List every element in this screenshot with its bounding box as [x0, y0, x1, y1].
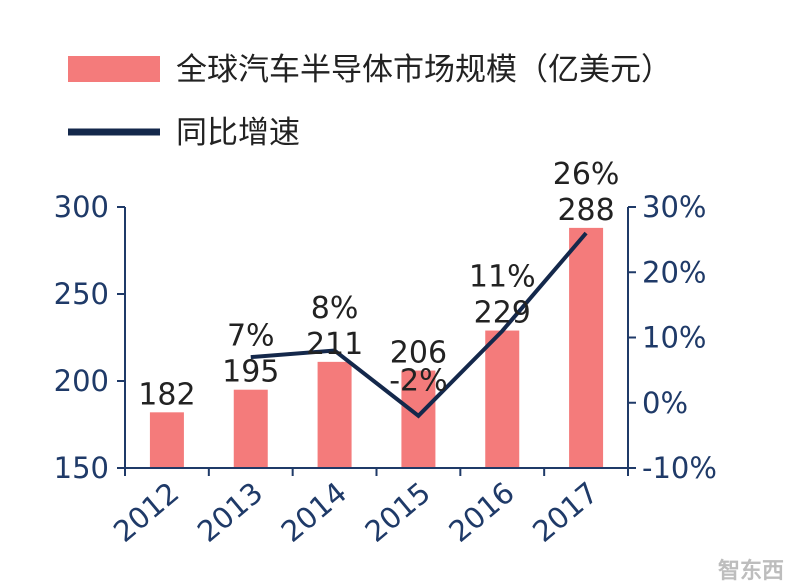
left-axis-ticks: 150 200 250 300	[54, 190, 125, 485]
x-tick-label-2015: 2015	[359, 475, 437, 548]
bar-value-label-2015: 206	[390, 336, 447, 371]
growth-label-2017: 26%	[553, 157, 620, 192]
bar-series	[149, 227, 604, 468]
bar-value-label-2016: 229	[474, 296, 531, 331]
bar-2016	[485, 330, 520, 468]
data-labels: 182 195 211 206 229 288 7% 8% -2% 11% 26%	[138, 157, 619, 412]
right-tick-label: 0%	[642, 386, 688, 420]
right-tick-label: 30%	[642, 190, 706, 224]
growth-line	[250, 231, 588, 419]
left-tick-label: 250	[54, 277, 109, 311]
bar-2013	[233, 389, 268, 468]
growth-label-2014: 8%	[311, 291, 359, 326]
legend: 全球汽车半导体市场规模（亿美元） 同比增速	[68, 52, 672, 151]
bar-value-label-2012: 182	[138, 377, 195, 412]
x-tick-label-2016: 2016	[442, 475, 520, 548]
x-tick-label-2014: 2014	[275, 475, 353, 548]
bar-value-label-2013: 195	[222, 355, 279, 390]
x-axis-ticks: 2012 2013 2014 2015 2016 2017	[107, 468, 629, 549]
x-tick-label-2017: 2017	[526, 475, 604, 548]
right-tick-label: -10%	[642, 451, 717, 485]
legend-bar-swatch	[68, 56, 160, 82]
legend-bar-label: 全球汽车半导体市场规模（亿美元）	[176, 52, 672, 88]
left-tick-label: 200	[54, 364, 109, 398]
growth-label-2015: -2%	[389, 364, 447, 399]
bar-2012	[149, 412, 184, 468]
watermark-text: 智东西	[718, 558, 784, 584]
watermark: 智东西	[718, 558, 784, 584]
x-tick-label-2013: 2013	[191, 475, 269, 548]
bar-2015	[401, 370, 436, 468]
right-tick-label: 20%	[642, 255, 706, 289]
left-tick-label: 300	[54, 190, 109, 224]
bar-value-label-2017: 288	[557, 193, 614, 228]
x-tick-label-2012: 2012	[107, 475, 185, 548]
legend-line-label: 同比增速	[176, 115, 300, 151]
bar-value-label-2014: 211	[306, 327, 363, 362]
growth-label-2016: 11%	[469, 260, 536, 295]
left-tick-label: 150	[54, 451, 109, 485]
growth-label-2013: 7%	[227, 319, 275, 354]
line-series	[250, 231, 588, 419]
bar-2014	[317, 361, 352, 468]
axes	[124, 207, 629, 469]
right-tick-label: 10%	[642, 321, 706, 355]
bar-2017	[569, 227, 604, 468]
right-axis-ticks: -10% 0% 10% 20% 30%	[628, 190, 717, 485]
